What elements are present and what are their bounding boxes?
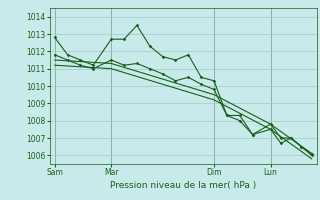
X-axis label: Pression niveau de la mer( hPa ): Pression niveau de la mer( hPa ) — [110, 181, 256, 190]
